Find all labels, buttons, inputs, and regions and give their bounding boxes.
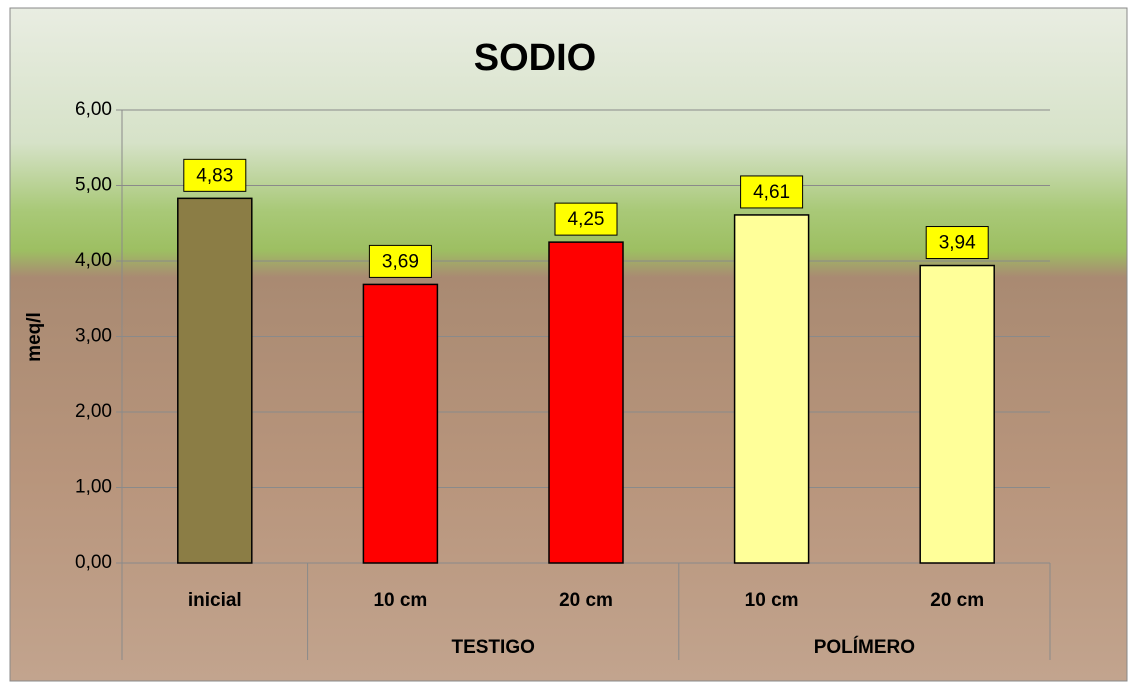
y-axis-label: meq/l (24, 312, 45, 362)
x-tick-label: inicial (188, 590, 242, 611)
value-label: 4,25 (568, 209, 605, 230)
group-label: POLÍMERO (814, 636, 915, 658)
page: SODIO meq/l 0,00 1,00 2,00 3,00 4,00 5,00 6,00… (0, 0, 1130, 683)
x-tick-label: 10 cm (373, 590, 427, 611)
x-tick-label: 20 cm (930, 590, 984, 611)
value-label: 3,94 (939, 233, 976, 254)
group-label: TESTIGO (451, 637, 534, 658)
chart: SODIO meq/l 0,00 1,00 2,00 3,00 4,00 5,00 6,00… (0, 0, 1130, 683)
y-tick-label: 0,00 (75, 552, 112, 573)
y-tick-label: 3,00 (75, 326, 112, 347)
bar (549, 242, 623, 563)
y-tick-label: 6,00 (75, 99, 112, 120)
bar (363, 284, 437, 563)
y-tick-label: 5,00 (75, 175, 112, 196)
value-label: 4,83 (196, 165, 233, 186)
y-tick-label: 4,00 (75, 250, 112, 271)
chart-title: SODIO (474, 37, 596, 79)
x-tick-label: 20 cm (559, 590, 613, 611)
bar (920, 266, 994, 563)
bar (735, 215, 809, 563)
bar (178, 198, 252, 563)
value-label: 4,61 (753, 182, 790, 203)
x-tick-label: 10 cm (745, 590, 799, 611)
value-label: 3,69 (382, 251, 419, 272)
y-tick-label: 1,00 (75, 477, 112, 498)
y-tick-label: 2,00 (75, 401, 112, 422)
